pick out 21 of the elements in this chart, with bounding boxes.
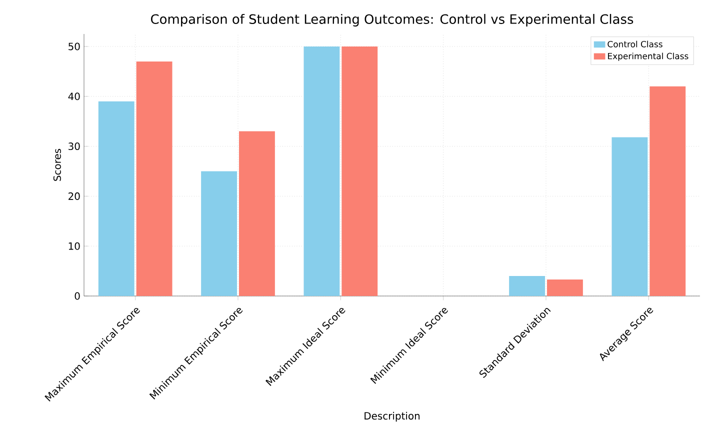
bar xyxy=(612,137,648,296)
bar xyxy=(98,101,134,296)
bar xyxy=(238,131,275,296)
chart-title: Comparison of Student Learning Outcomes: Control vs Experimental Class xyxy=(151,14,634,26)
legend-label: Experimental Class xyxy=(608,52,688,61)
y-axis-title: Scores xyxy=(53,148,61,181)
y-tick-label: 0 xyxy=(74,292,80,300)
y-tick-label: 20 xyxy=(68,192,80,200)
bar xyxy=(650,86,686,296)
legend-label: Control Class xyxy=(608,40,662,48)
x-axis-title: Description xyxy=(364,412,420,422)
y-tick-label: 30 xyxy=(68,142,80,150)
y-tick-label: 40 xyxy=(68,92,80,100)
y-tick-label: 10 xyxy=(68,242,80,250)
y-tick-label: 50 xyxy=(68,42,80,50)
bar xyxy=(546,280,583,296)
bar xyxy=(136,61,172,296)
bar xyxy=(342,46,378,296)
bar xyxy=(304,46,340,296)
bar xyxy=(509,276,546,296)
bar xyxy=(201,171,238,296)
